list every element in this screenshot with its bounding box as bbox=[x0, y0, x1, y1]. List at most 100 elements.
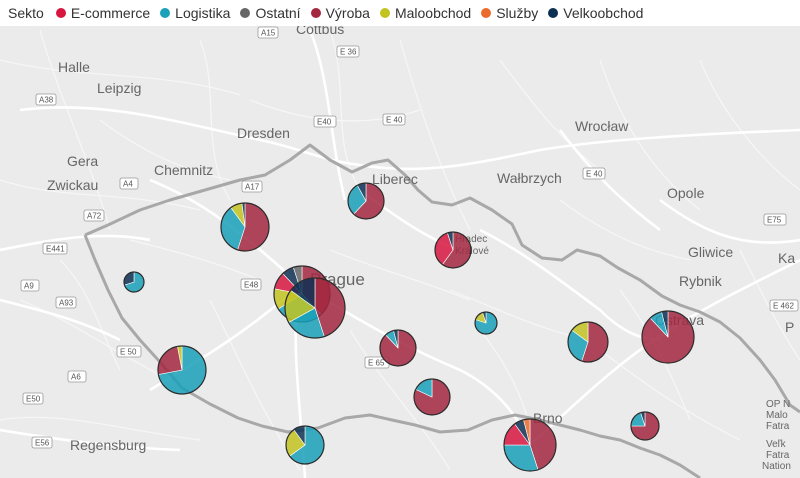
city-label-wroclaw: Wrocław bbox=[575, 118, 629, 134]
svg-text:A9: A9 bbox=[24, 282, 34, 291]
city-label-dresden: Dresden bbox=[237, 125, 290, 141]
pie-marker-karlovy-vary[interactable] bbox=[123, 271, 145, 293]
legend-swatch bbox=[379, 8, 390, 18]
city-label-cottbus: Cottbus bbox=[296, 26, 344, 37]
city-label-gliwice: Gliwice bbox=[688, 244, 733, 260]
svg-text:A15: A15 bbox=[261, 29, 276, 38]
city-label-halle: Halle bbox=[58, 59, 90, 75]
legend-title: Sekto bbox=[8, 5, 44, 21]
svg-text:E 40: E 40 bbox=[386, 116, 403, 125]
legend-label: Služby bbox=[496, 5, 539, 21]
country-border bbox=[83, 143, 800, 478]
legend-swatch bbox=[481, 8, 492, 18]
city-labels: Cottbus Halle Leipzig Dresden Gera Chemn… bbox=[47, 26, 795, 472]
legend-item-ostatni[interactable]: Ostatní bbox=[240, 5, 301, 21]
pie-markers[interactable] bbox=[123, 182, 695, 472]
city-label-walbrzych: Wałbrzych bbox=[497, 170, 562, 186]
legend-label: Velkoobchod bbox=[563, 5, 644, 21]
svg-text:A93: A93 bbox=[59, 299, 74, 308]
svg-text:A72: A72 bbox=[87, 212, 102, 221]
region-label-nation: Nation bbox=[762, 461, 791, 472]
svg-text:E 40: E 40 bbox=[586, 170, 603, 179]
pie-outline bbox=[157, 345, 207, 395]
pie-marker-plzen[interactable] bbox=[157, 345, 207, 395]
pie-outline bbox=[503, 418, 557, 472]
legend-label: Výroba bbox=[325, 5, 370, 21]
legend-item-velkoobchod[interactable]: Velkoobchod bbox=[548, 5, 643, 21]
pie-marker-ostrava-region[interactable] bbox=[641, 310, 695, 364]
svg-text:E40: E40 bbox=[317, 118, 332, 127]
pie-outline bbox=[123, 271, 145, 293]
pie-marker-brno[interactable] bbox=[503, 418, 557, 472]
region-label-fatra2: Fatra bbox=[766, 450, 790, 461]
legend-item-e-commerce[interactable]: E-commerce bbox=[55, 5, 151, 21]
city-label-ka: Ka bbox=[778, 250, 795, 266]
road-badges: A15 E 36 A38 E40 E 40 A4 A17 A72 E441 E4… bbox=[20, 26, 799, 449]
legend-swatch bbox=[310, 8, 321, 18]
city-label-liberec: Liberec bbox=[372, 171, 418, 187]
pie-marker-zlin[interactable] bbox=[630, 411, 660, 441]
region-label-op: OP N bbox=[766, 399, 790, 410]
svg-text:E 36: E 36 bbox=[340, 48, 357, 57]
svg-text:E 50: E 50 bbox=[120, 348, 137, 357]
pie-marker-kolin[interactable] bbox=[379, 329, 417, 367]
svg-text:A4: A4 bbox=[123, 180, 133, 189]
pie-marker-dresden-region[interactable] bbox=[220, 202, 270, 252]
pie-marker-jihlava[interactable] bbox=[413, 378, 451, 416]
city-label-zwickau: Zwickau bbox=[47, 177, 98, 193]
svg-text:E56: E56 bbox=[35, 439, 50, 448]
city-label-kralove: Králové bbox=[455, 246, 489, 257]
region-label-fatra: Fatra bbox=[766, 421, 790, 432]
pie-marker-ceske-budejovice[interactable] bbox=[285, 425, 325, 465]
legend-label: Maloobchod bbox=[394, 5, 472, 21]
legend-label: Logistika bbox=[175, 5, 231, 21]
city-label-p: P bbox=[785, 319, 794, 335]
pie-outline bbox=[434, 231, 472, 269]
region-label-malo: Malo bbox=[766, 410, 788, 421]
region-label-velka: Veľk bbox=[766, 439, 787, 450]
pie-outline bbox=[630, 411, 660, 441]
city-label-chemnitz: Chemnitz bbox=[154, 162, 213, 178]
legend-swatch bbox=[240, 8, 251, 18]
legend-swatch bbox=[548, 8, 559, 18]
svg-text:E 462: E 462 bbox=[773, 302, 794, 311]
legend-swatch bbox=[55, 8, 66, 18]
svg-text:E441: E441 bbox=[46, 245, 65, 254]
city-label-leipzig: Leipzig bbox=[97, 80, 141, 96]
legend-swatch bbox=[160, 8, 171, 18]
legend-item-sluzby[interactable]: Služby bbox=[481, 5, 538, 21]
city-label-gera: Gera bbox=[67, 153, 98, 169]
svg-text:E75: E75 bbox=[767, 216, 782, 225]
svg-text:A38: A38 bbox=[39, 96, 54, 105]
pie-outline bbox=[413, 378, 451, 416]
svg-text:E50: E50 bbox=[26, 395, 41, 404]
legend-label: E-commerce bbox=[70, 5, 151, 21]
city-label-opole: Opole bbox=[667, 185, 705, 201]
svg-text:E48: E48 bbox=[244, 281, 259, 290]
legend-item-logistika[interactable]: Logistika bbox=[160, 5, 230, 21]
pie-outline bbox=[220, 202, 270, 252]
pie-outline bbox=[285, 425, 325, 465]
city-label-hradec: Hradec bbox=[455, 234, 487, 245]
svg-text:A17: A17 bbox=[245, 183, 260, 192]
pie-marker-prague-east[interactable] bbox=[284, 277, 346, 339]
pie-outline bbox=[474, 311, 498, 335]
pie-outline bbox=[284, 277, 346, 339]
pie-marker-hradec-region[interactable] bbox=[434, 231, 472, 269]
svg-text:E 65: E 65 bbox=[368, 359, 385, 368]
city-label-regensburg: Regensburg bbox=[70, 437, 146, 453]
pie-outline bbox=[347, 182, 385, 220]
pie-marker-pardubice-south[interactable] bbox=[474, 311, 498, 335]
pie-marker-liberec-region[interactable] bbox=[347, 182, 385, 220]
map-background bbox=[0, 26, 800, 478]
pie-outline bbox=[379, 329, 417, 367]
legend-label: Ostatní bbox=[255, 5, 301, 21]
legend-item-vyroba[interactable]: Výroba bbox=[310, 5, 370, 21]
basemap[interactable]: A15 E 36 A38 E40 E 40 A4 A17 A72 E441 E4… bbox=[0, 26, 800, 478]
legend: Sekto E-commerce Logistika Ostatní Výrob… bbox=[0, 0, 800, 26]
svg-text:A6: A6 bbox=[71, 373, 81, 382]
city-label-rybnik: Rybnik bbox=[679, 273, 723, 289]
pie-marker-olomouc[interactable] bbox=[567, 321, 609, 363]
legend-item-maloobchod[interactable]: Maloobchod bbox=[379, 5, 472, 21]
